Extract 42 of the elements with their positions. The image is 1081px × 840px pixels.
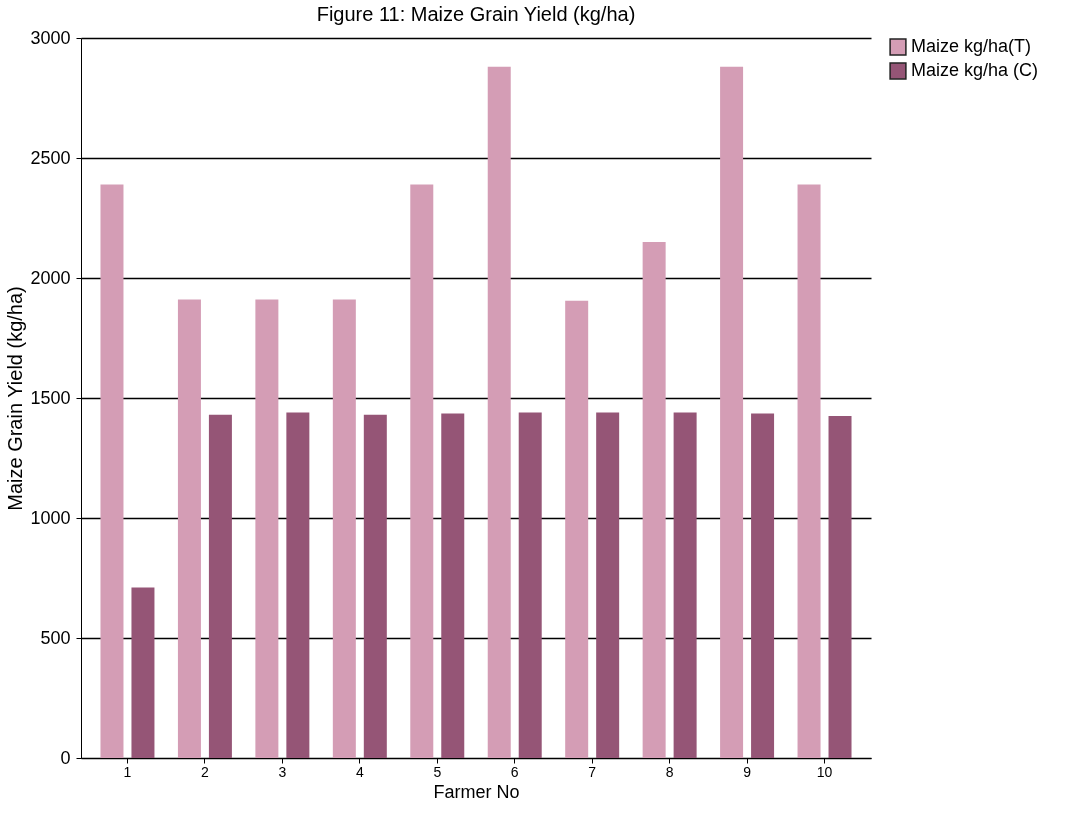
x-tick-label: 5 [433, 763, 442, 780]
y-tick-label: 2000 [30, 267, 71, 288]
bar [131, 587, 155, 758]
bar [751, 413, 775, 758]
y-tick-label: 2500 [30, 147, 71, 168]
x-tick-label: 8 [665, 763, 674, 780]
bar [720, 66, 744, 758]
bar [286, 412, 310, 758]
x-tick-label: 6 [510, 763, 519, 780]
x-tick-label: 3 [278, 763, 287, 780]
x-tick-label: 1 [123, 763, 132, 780]
bar [410, 184, 434, 758]
bar [100, 184, 124, 758]
y-tick-label: 0 [60, 747, 71, 768]
bar [255, 299, 279, 758]
x-tick-label: 7 [588, 763, 597, 780]
bar [441, 413, 465, 758]
x-tick-label: 4 [355, 763, 364, 780]
legend-label: Maize kg/ha(T) [911, 36, 1032, 56]
bar [487, 66, 511, 758]
chart-title: Figure 11: Maize Grain Yield (kg/ha) [316, 3, 636, 25]
bar [673, 412, 697, 758]
bar [363, 414, 387, 758]
x-axis-title: Farmer No [433, 781, 520, 802]
x-tick-label: 2 [201, 763, 210, 780]
y-tick-label: 3000 [30, 27, 71, 48]
bar [565, 300, 589, 758]
bar [177, 299, 201, 758]
bar [518, 412, 542, 758]
bar [828, 416, 852, 758]
y-axis-title: Maize Grain Yield (kg/ha) [4, 286, 27, 511]
legend-label: Maize kg/ha (C) [911, 60, 1039, 80]
y-tick-label: 500 [40, 627, 71, 648]
x-tick-label: 9 [743, 763, 752, 780]
bar [596, 412, 620, 758]
bar [332, 299, 356, 758]
bar [797, 184, 821, 758]
y-tick-label: 1000 [30, 507, 71, 528]
bar [208, 414, 232, 758]
bar [642, 242, 666, 758]
y-tick-label: 1500 [30, 387, 71, 408]
x-tick-label: 10 [816, 763, 833, 780]
